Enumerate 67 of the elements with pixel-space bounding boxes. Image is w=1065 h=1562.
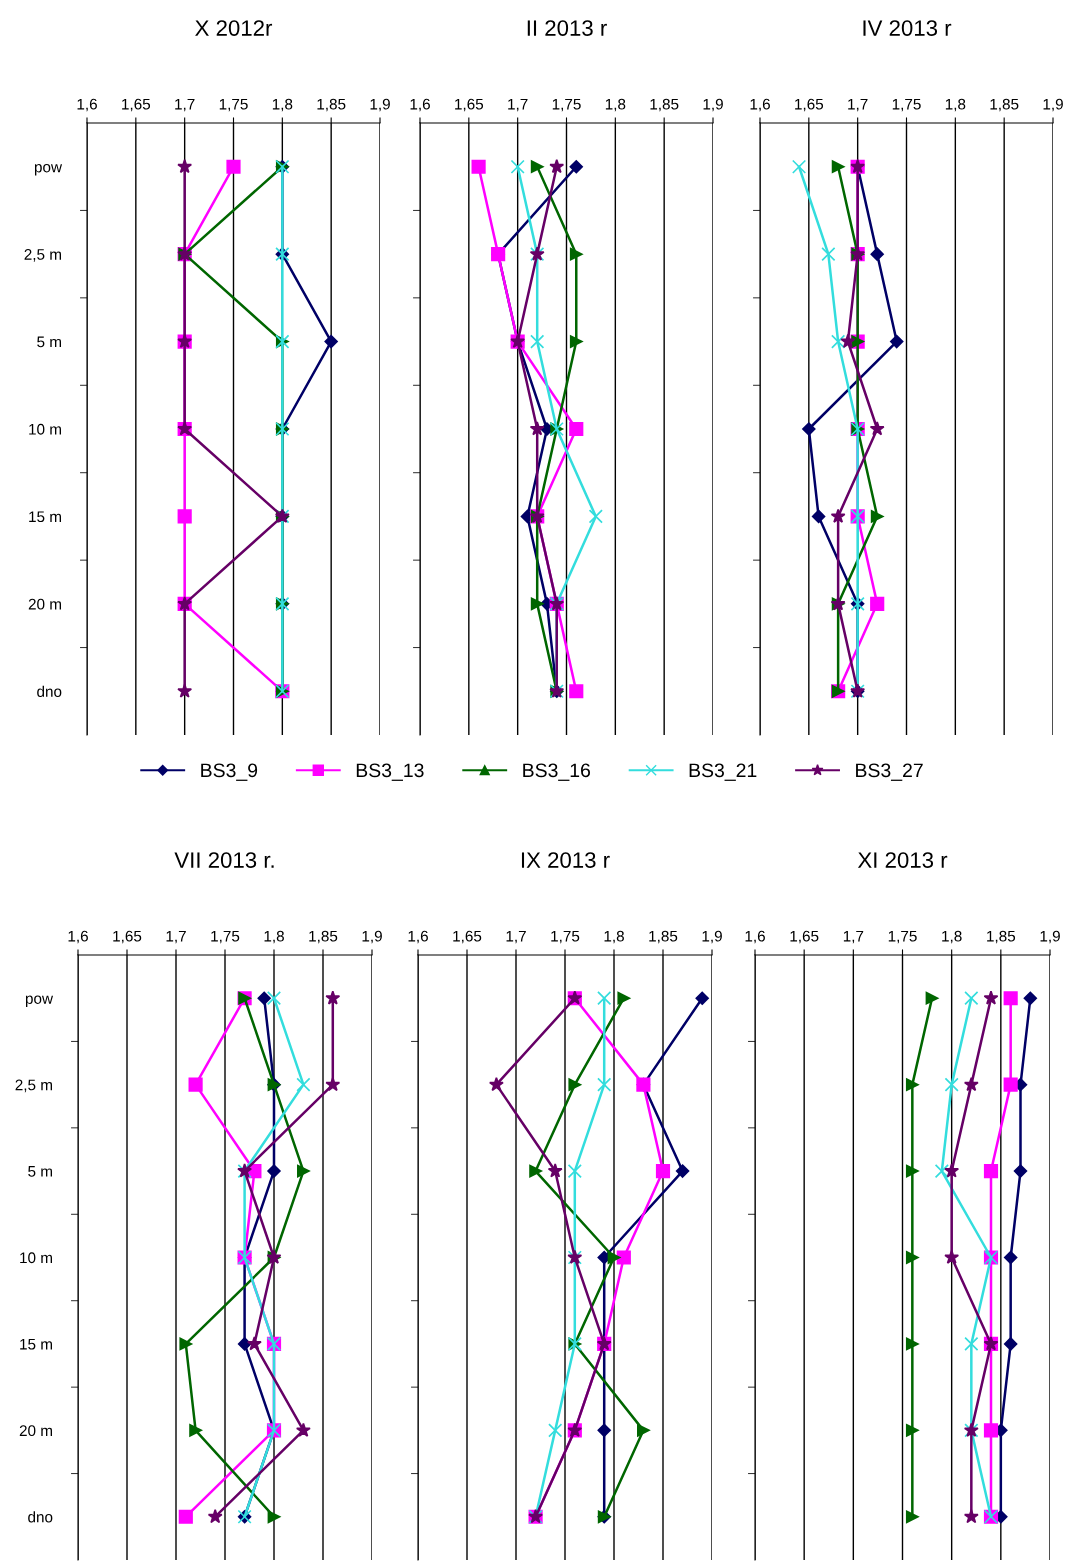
y-tick-label: 5 m — [37, 336, 61, 348]
x-tick-label: 1,8 — [942, 930, 962, 944]
x-tick-label: 1,6 — [750, 98, 770, 112]
chart-title: X 2012r — [195, 20, 273, 36]
legend-label: BS3_9 — [201, 763, 258, 781]
legend-label: BS3_21 — [689, 763, 757, 781]
x-tick-label: 1,9 — [1043, 98, 1063, 112]
x-tick-label: 1,6 — [77, 98, 97, 112]
y-tick-label: 10 m — [20, 1252, 52, 1264]
x-tick-label: 1,9 — [362, 930, 382, 944]
x-tick-label: 1,6 — [745, 930, 765, 944]
x-tick-label: 1,65 — [122, 98, 151, 112]
x-tick-label: 1,75 — [219, 98, 248, 112]
x-tick-label: 1,7 — [506, 930, 526, 944]
x-tick-label: 1,75 — [551, 930, 580, 944]
x-tick-label: 1,65 — [790, 930, 819, 944]
x-tick-label: 1,8 — [945, 98, 966, 112]
y-tick-label: 10 m — [29, 423, 61, 435]
y-tick-label: 20 m — [19, 1425, 52, 1437]
y-tick-label: pow — [34, 164, 63, 176]
x-tick-label: 1,6 — [410, 98, 430, 112]
x-tick-label: 1,85 — [987, 930, 1016, 944]
legend-label: BS3_13 — [356, 763, 424, 781]
chart-title: XI 2013 r — [857, 852, 948, 868]
x-tick-label: 1,6 — [68, 930, 88, 944]
x-tick-label: 1,9 — [702, 930, 722, 944]
x-tick-label: 1,85 — [990, 98, 1019, 112]
x-tick-label: 1,9 — [370, 98, 390, 112]
x-tick-label: 1,7 — [843, 930, 864, 944]
x-tick-label: 1,75 — [888, 930, 917, 944]
legend-label: BS3_16 — [523, 763, 590, 781]
x-tick-label: 1,8 — [605, 98, 626, 112]
x-tick-label: 1,9 — [703, 98, 723, 112]
legend-label: BS3_27 — [856, 763, 923, 781]
chart-title: IV 2013 r — [863, 20, 952, 36]
x-tick-label: 1,6 — [408, 930, 428, 944]
y-tick-label: dno — [28, 1511, 53, 1523]
x-tick-label: 1,7 — [175, 98, 195, 112]
x-tick-label: 1,85 — [317, 98, 346, 112]
x-tick-label: 1,85 — [649, 930, 678, 944]
x-tick-label: 1,7 — [848, 98, 868, 112]
x-tick-label: 1,8 — [272, 98, 293, 112]
y-tick-label: 2,5 m — [15, 1079, 52, 1093]
x-tick-label: 1,8 — [264, 930, 284, 944]
x-tick-label: 1,85 — [309, 930, 338, 944]
y-tick-label: 15 m — [29, 511, 61, 523]
x-tick-label: 1,9 — [1040, 930, 1060, 944]
y-tick-label: pow — [25, 995, 54, 1007]
chart-title: IX 2013 r — [521, 852, 610, 868]
y-tick-label: 5 m — [28, 1166, 52, 1177]
y-tick-label: 20 m — [28, 598, 61, 610]
x-tick-label: 1,75 — [552, 98, 581, 112]
y-tick-label: dno — [37, 685, 62, 697]
x-tick-label: 1,7 — [166, 930, 186, 944]
x-tick-label: 1,65 — [795, 98, 824, 112]
x-tick-label: 1,7 — [508, 98, 528, 112]
x-tick-label: 1,75 — [211, 930, 240, 944]
y-tick-label: 15 m — [20, 1338, 52, 1350]
x-tick-label: 1,8 — [604, 930, 624, 944]
x-tick-label: 1,75 — [892, 98, 921, 112]
y-tick-label: 2,5 m — [24, 249, 61, 262]
x-tick-label: 1,65 — [113, 930, 142, 944]
chart-title: II 2013 r — [527, 20, 607, 36]
chart-title: VII 2013 r. — [174, 852, 274, 868]
x-tick-label: 1,65 — [455, 98, 484, 112]
x-tick-label: 1,85 — [650, 98, 679, 112]
x-tick-label: 1,65 — [453, 930, 482, 944]
